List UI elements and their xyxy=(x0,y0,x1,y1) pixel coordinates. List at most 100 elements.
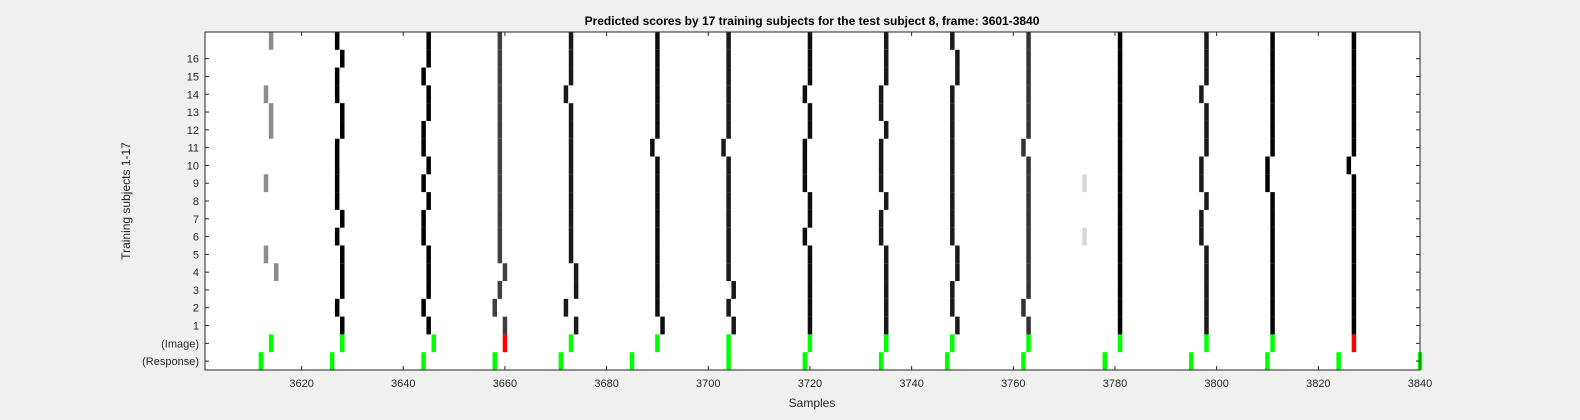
score-cell-11-subject-17 xyxy=(1117,32,1123,50)
score-cell-11-subject-11 xyxy=(1117,138,1123,157)
score-cell-13-subject-3 xyxy=(1270,281,1275,299)
score-cell-11-subject-1 xyxy=(1117,316,1123,335)
x-tick-label-1: 3640 xyxy=(391,378,415,390)
score-cell-1-subject-15 xyxy=(334,67,340,86)
score-cell-3-subject-17 xyxy=(497,32,503,50)
y-tick-label-10: 11 xyxy=(188,143,199,155)
score-cell-5-subject-12 xyxy=(655,120,660,139)
response-marker-0 xyxy=(258,352,264,370)
score-cell-10-subject-12 xyxy=(1026,120,1031,139)
y-tick-label-16: (Image) xyxy=(161,338,199,350)
score-cell-1-subject-4 xyxy=(340,263,345,282)
plot-area xyxy=(205,32,1420,370)
score-cell-12-subject-8 xyxy=(1204,192,1209,210)
x-tick-label-8: 3780 xyxy=(1103,378,1127,390)
score-cell-9-subject-8 xyxy=(950,192,955,210)
score-cell-11-subject-5 xyxy=(1117,245,1123,264)
response-marker-5 xyxy=(629,352,635,370)
score-cell-15-subject-9 xyxy=(1082,174,1087,193)
score-cell-10-subject-16 xyxy=(1026,49,1031,68)
score-cell-13-subject-17 xyxy=(1270,32,1275,50)
score-cell-6-subject-12 xyxy=(726,120,731,139)
score-cell-9-subject-9 xyxy=(950,174,955,193)
score-cell-10-subject-9 xyxy=(1026,174,1031,193)
response-marker-7 xyxy=(802,352,808,370)
chart-title: Predicted scores by 17 training subjects… xyxy=(585,14,1040,28)
score-cell-10-subject-13 xyxy=(1026,103,1031,121)
score-cell-9-subject-13 xyxy=(950,103,955,121)
score-cell-7-subject-11 xyxy=(802,138,808,157)
score-cell-7-subject-1 xyxy=(807,316,813,335)
y-tick-label-14: 15 xyxy=(187,71,199,83)
image-marker-9 xyxy=(950,334,955,353)
response-marker-12 xyxy=(1188,352,1194,370)
score-cell-10-subject-7 xyxy=(1026,209,1031,228)
x-tick-label-4: 3700 xyxy=(696,378,720,390)
image-marker-14 xyxy=(1351,334,1357,353)
score-cell-12-subject-15 xyxy=(1204,67,1209,86)
score-cell-14-subject-17 xyxy=(1351,32,1357,50)
score-cell-6-subject-7 xyxy=(726,209,731,228)
image-marker-5 xyxy=(655,334,660,353)
x-tick-label-7: 3760 xyxy=(1001,378,1025,390)
score-cell-2-subject-2 xyxy=(421,298,426,317)
score-cell-1-subject-5 xyxy=(340,245,345,264)
y-tick-label-11: 12 xyxy=(187,125,199,137)
image-marker-13 xyxy=(1270,334,1275,353)
score-cell-6-subject-17 xyxy=(726,32,731,50)
score-cell-10-subject-1 xyxy=(1026,316,1031,335)
score-cell-14-subject-6 xyxy=(1351,227,1357,246)
score-cell-11-subject-2 xyxy=(1117,298,1123,317)
x-tick-label-5: 3720 xyxy=(798,378,822,390)
score-cell-7-subject-17 xyxy=(807,32,813,50)
y-tick-label-1: 2 xyxy=(193,303,199,315)
score-cell-5-subject-8 xyxy=(655,192,660,210)
score-cell-14-subject-9 xyxy=(1351,174,1357,193)
score-cell-3-subject-10 xyxy=(497,156,503,175)
score-cell-8-subject-3 xyxy=(883,281,889,299)
score-cell-13-subject-10 xyxy=(1265,156,1270,175)
score-cell-11-subject-4 xyxy=(1117,263,1123,282)
score-cell-10-subject-2 xyxy=(1021,298,1026,317)
score-cell-8-subject-15 xyxy=(883,67,889,86)
score-cell-1-subject-16 xyxy=(340,49,345,68)
score-cell-2-subject-10 xyxy=(426,156,431,175)
score-cell-5-subject-13 xyxy=(655,103,660,121)
score-cell-3-subject-12 xyxy=(497,120,503,139)
score-cell-12-subject-11 xyxy=(1204,138,1209,157)
score-cell-3-subject-4 xyxy=(502,263,508,282)
score-cell-5-subject-1 xyxy=(660,316,665,335)
score-cell-3-subject-13 xyxy=(497,103,503,121)
score-cell-4-subject-10 xyxy=(568,156,574,175)
score-cell-7-subject-7 xyxy=(807,209,813,228)
score-cell-1-subject-12 xyxy=(340,120,345,139)
image-marker-8 xyxy=(883,334,889,353)
score-cell-8-subject-17 xyxy=(883,32,889,50)
score-cell-6-subject-15 xyxy=(726,67,731,86)
score-cell-2-subject-9 xyxy=(421,174,426,193)
score-cell-0-subject-9 xyxy=(263,174,269,193)
score-cell-13-subject-8 xyxy=(1270,192,1275,210)
score-cell-11-subject-7 xyxy=(1117,209,1123,228)
score-cell-8-subject-2 xyxy=(883,298,889,317)
score-cell-2-subject-1 xyxy=(426,316,431,335)
score-cell-14-subject-11 xyxy=(1351,138,1357,157)
score-cell-13-subject-7 xyxy=(1270,209,1275,228)
response-marker-9 xyxy=(944,352,950,370)
response-marker-6 xyxy=(726,352,731,370)
score-cell-8-subject-16 xyxy=(883,49,889,68)
score-cell-2-subject-16 xyxy=(426,49,431,68)
score-cell-11-subject-6 xyxy=(1117,227,1123,246)
score-cell-7-subject-6 xyxy=(802,227,808,246)
score-cell-10-subject-10 xyxy=(1026,156,1031,175)
y-tick-label-3: 4 xyxy=(193,267,199,279)
response-marker-4 xyxy=(558,352,564,370)
score-cell-14-subject-3 xyxy=(1351,281,1357,299)
y-tick-label-7: 8 xyxy=(193,196,199,208)
x-tick-label-9: 3800 xyxy=(1204,378,1228,390)
score-cell-14-subject-15 xyxy=(1351,67,1357,86)
response-marker-1 xyxy=(329,352,335,370)
score-cell-2-subject-4 xyxy=(426,263,431,282)
score-cell-7-subject-3 xyxy=(807,281,813,299)
score-cell-12-subject-2 xyxy=(1204,298,1209,317)
